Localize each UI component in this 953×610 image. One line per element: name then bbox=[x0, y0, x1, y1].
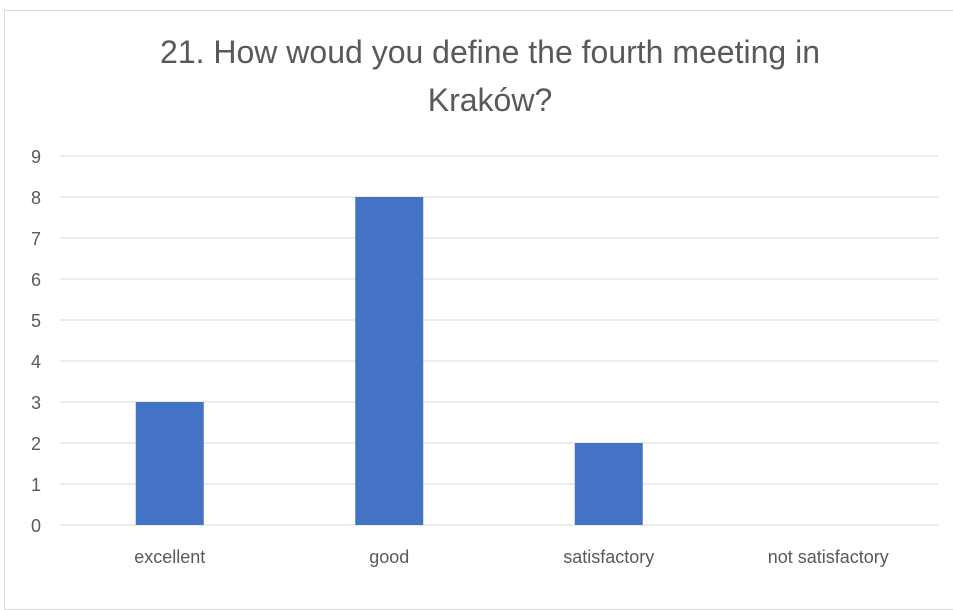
chart-title-line-1: 21. How woud you define the fourth meeti… bbox=[160, 34, 820, 70]
x-tick-label-good: good bbox=[369, 547, 409, 567]
y-tick-label-8: 8 bbox=[31, 188, 41, 208]
bar-good bbox=[355, 197, 424, 525]
chart-title: 21. How woud you define the fourth meeti… bbox=[40, 28, 940, 124]
y-tick-label-6: 6 bbox=[31, 270, 41, 290]
chart-title-line-2: Kraków? bbox=[427, 82, 553, 118]
y-tick-label-3: 3 bbox=[31, 393, 41, 413]
x-tick-label-satisfactory: satisfactory bbox=[563, 547, 654, 567]
y-tick-label-4: 4 bbox=[31, 352, 41, 372]
x-tick-label-not-satisfactory: not satisfactory bbox=[768, 547, 889, 567]
y-tick-label-7: 7 bbox=[31, 229, 41, 249]
y-tick-label-0: 0 bbox=[31, 516, 41, 536]
bar-chart: 0 1 2 3 4 5 6 7 8 9 excellent good satisfactory not s… bbox=[31, 147, 938, 567]
bar-satisfactory bbox=[574, 443, 643, 525]
y-tick-label-9: 9 bbox=[31, 147, 41, 167]
x-tick-label-excellent: excellent bbox=[134, 547, 205, 567]
y-tick-label-2: 2 bbox=[31, 434, 41, 454]
y-tick-label-5: 5 bbox=[31, 311, 41, 331]
y-tick-label-1: 1 bbox=[31, 475, 41, 495]
bar-excellent bbox=[135, 402, 204, 525]
